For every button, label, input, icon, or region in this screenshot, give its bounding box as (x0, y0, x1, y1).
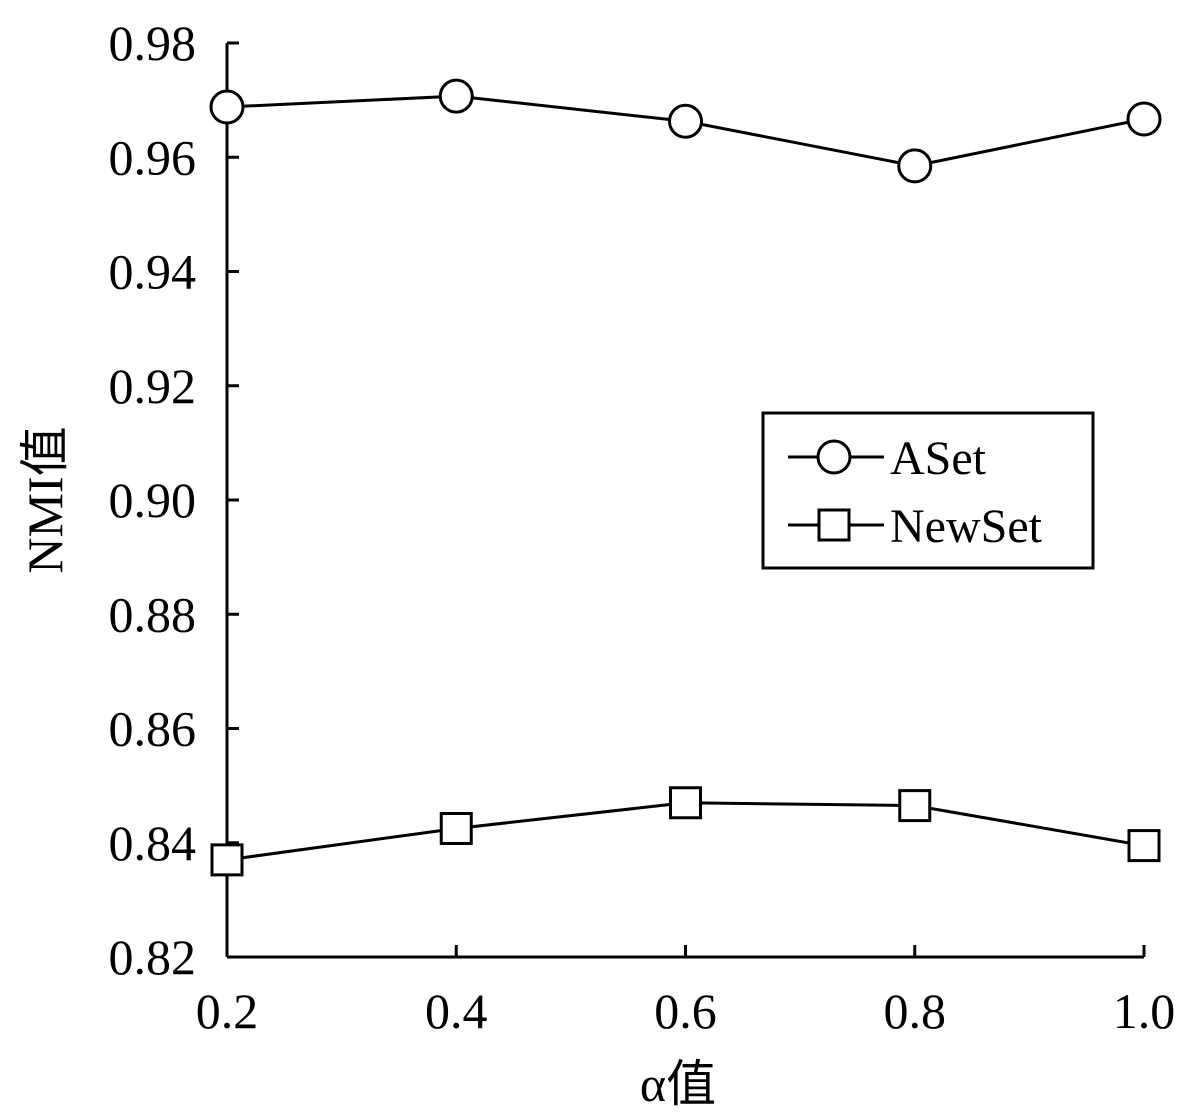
data-point-newset (1127, 829, 1161, 863)
legend: ASet NewSet (761, 411, 1095, 570)
data-point-aset (668, 103, 703, 139)
data-point-aset (897, 148, 933, 184)
legend-label-newset: NewSet (890, 500, 1043, 553)
series-aset (209, 78, 1162, 184)
data-point-aset (438, 78, 474, 114)
data-point-newset (669, 786, 702, 820)
legend-label-aset: ASet (890, 432, 987, 485)
data-point-newset (439, 811, 473, 845)
x-tick-label: 0.6 (654, 983, 717, 1039)
legend-marker-aset (816, 439, 852, 475)
series-newset (210, 786, 1161, 877)
data-point-newset (210, 843, 244, 877)
legend-box (761, 411, 1095, 570)
y-tick-label: 0.94 (109, 244, 197, 300)
x-tick-label: 0.2 (196, 983, 259, 1039)
y-tick-label: 0.86 (109, 701, 197, 757)
y-tick-label: 0.92 (109, 358, 197, 414)
y-axis-title: NMI值 (17, 426, 73, 573)
x-axis-title: α值 (640, 1056, 716, 1112)
y-tick-label: 0.88 (109, 586, 197, 642)
y-tick-label: 0.98 (109, 15, 197, 71)
data-point-aset (209, 89, 245, 125)
y-tick-label: 0.96 (109, 129, 197, 185)
y-ticks: 0.82 0.84 0.86 0.88 0.90 0.92 0.94 0.96 0.98 (109, 15, 239, 985)
x-tick-label: 1.0 (1113, 983, 1176, 1039)
series-layer (209, 78, 1162, 877)
x-tick-label: 0.8 (884, 983, 947, 1039)
data-point-aset (1126, 101, 1162, 137)
x-ticks: 0.2 0.4 0.6 0.8 1.0 (196, 945, 1176, 1039)
y-tick-label: 0.84 (109, 815, 197, 871)
y-tick-label: 0.90 (109, 472, 197, 528)
y-tick-label: 0.82 (109, 929, 197, 985)
data-point-newset (898, 789, 932, 823)
x-tick-label: 0.4 (425, 983, 488, 1039)
legend-marker-newset (817, 508, 851, 542)
